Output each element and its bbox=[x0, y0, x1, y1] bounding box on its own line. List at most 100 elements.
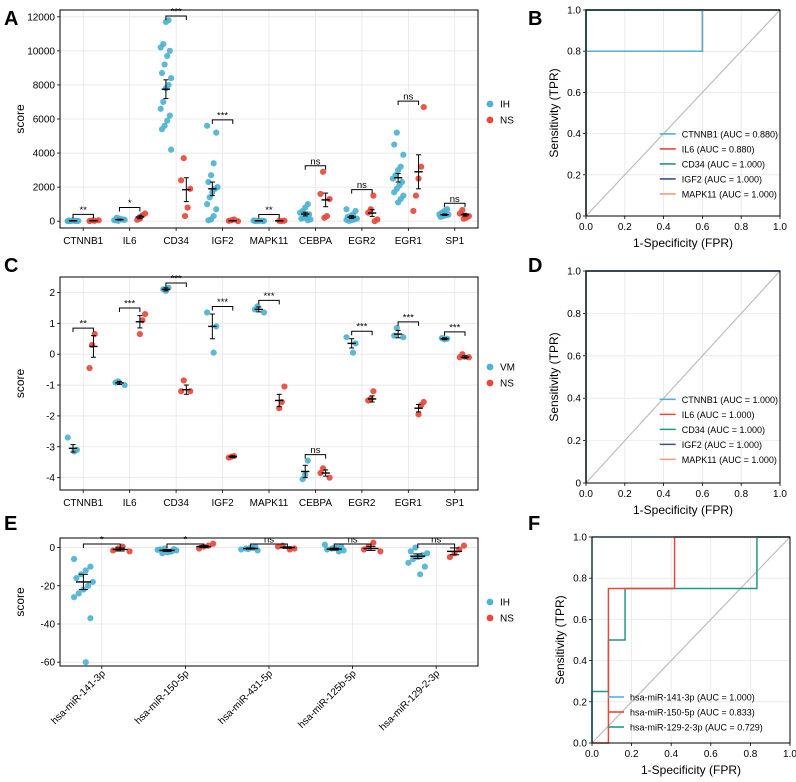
x-tick-label: CTNNB1 bbox=[63, 236, 103, 247]
data-point bbox=[160, 98, 167, 106]
plot-frame bbox=[585, 270, 781, 484]
y-tick-label: 0.2 bbox=[567, 436, 581, 447]
data-point bbox=[154, 546, 161, 553]
data-point bbox=[166, 112, 173, 119]
data-point bbox=[141, 310, 149, 318]
x-tick-label: 0.0 bbox=[579, 222, 593, 233]
data-point bbox=[126, 548, 133, 555]
legend-marker bbox=[486, 598, 494, 606]
y-tick-label: 0.2 bbox=[573, 697, 587, 708]
data-point bbox=[213, 206, 220, 213]
significance-bracket bbox=[165, 282, 187, 287]
data-point bbox=[360, 546, 368, 553]
y-tick-label: 0.8 bbox=[573, 574, 587, 585]
panel-letter-e: E bbox=[4, 513, 17, 535]
legend-marker bbox=[486, 100, 494, 108]
data-point bbox=[157, 44, 164, 51]
x-tick-label: CEBPA bbox=[299, 498, 332, 509]
x-tick-label: IL6 bbox=[123, 236, 137, 247]
data-point bbox=[207, 172, 215, 179]
data-point bbox=[110, 547, 117, 554]
data-point bbox=[95, 217, 102, 224]
x-tick-label: MAPK11 bbox=[250, 236, 289, 247]
significance-label: * bbox=[128, 198, 132, 209]
data-point bbox=[70, 555, 78, 563]
x-tick-label: EGR2 bbox=[348, 236, 376, 247]
data-point bbox=[319, 168, 327, 175]
legend-label: NS bbox=[500, 614, 514, 625]
legend-label: NS bbox=[500, 116, 514, 127]
data-point bbox=[213, 129, 220, 136]
y-tick-label: -20 bbox=[41, 581, 56, 592]
y-tick-label: 0 bbox=[49, 350, 55, 361]
y-tick-label: 0 bbox=[49, 543, 55, 554]
data-point bbox=[340, 547, 347, 554]
significance-label: *** bbox=[217, 297, 228, 308]
data-point bbox=[389, 175, 397, 182]
data-point bbox=[158, 126, 166, 133]
data-point bbox=[73, 575, 80, 582]
legend-marker bbox=[486, 379, 494, 387]
y-tick-label: 8000 bbox=[33, 80, 56, 91]
legend-marker bbox=[486, 614, 494, 622]
data-point bbox=[296, 209, 304, 216]
data-point bbox=[395, 166, 402, 174]
data-point bbox=[317, 190, 324, 198]
data-point bbox=[410, 207, 417, 215]
data-point bbox=[391, 189, 398, 196]
data-point bbox=[400, 334, 407, 341]
significance-label: *** bbox=[171, 7, 182, 18]
y-tick-label: 0.0 bbox=[573, 739, 587, 750]
y-tick-label: 6000 bbox=[33, 115, 56, 126]
plot-frame bbox=[591, 536, 791, 744]
significance-bracket bbox=[444, 202, 466, 208]
significance-bracket bbox=[118, 207, 141, 212]
panel-d-roc: 0.00 0.2 0.2 0.4 0.4 0.6 0.6 0.8 0.8 1.0 1.0 1-Spec… bbox=[547, 267, 787, 518]
significance-bracket bbox=[397, 321, 420, 326]
x-axis-label: 1-Specificity (FPR) bbox=[633, 236, 733, 250]
significance-bracket bbox=[211, 119, 234, 124]
significance-label: ns bbox=[450, 194, 460, 205]
panel-letter-a: A bbox=[4, 8, 18, 30]
y-axis-label: Sensitivity (TPR) bbox=[547, 68, 561, 157]
legend-label: IL6 (AUC = 0.880) bbox=[682, 144, 755, 154]
panel-letter-c: C bbox=[4, 255, 18, 277]
data-point bbox=[260, 309, 268, 316]
panel-c-scatter: -4 -3 -2 -1 0 1 2 CTNNB1 ** IL6 *** CD34 *** IGF2 *** M… bbox=[13, 274, 515, 510]
data-point bbox=[75, 590, 82, 597]
significance-label: * bbox=[184, 535, 188, 546]
significance-label: ** bbox=[80, 205, 88, 216]
x-tick-label: IL6 bbox=[123, 498, 137, 509]
data-point bbox=[371, 218, 378, 225]
data-point bbox=[370, 388, 377, 395]
x-tick-label: EGR1 bbox=[395, 498, 423, 509]
data-point bbox=[412, 192, 420, 199]
data-point bbox=[456, 210, 463, 217]
x-tick-label: 0.8 bbox=[734, 489, 748, 500]
plot-frame bbox=[59, 9, 479, 229]
y-axis-label: Sensitivity (TPR) bbox=[553, 595, 567, 684]
y-tick-label: 0 bbox=[49, 217, 55, 228]
y-tick-label: 1.0 bbox=[573, 533, 587, 544]
legend-label: CTNNB1 (AUC = 1.000) bbox=[682, 395, 778, 405]
y-tick-label: 0.6 bbox=[567, 351, 581, 362]
y-axis-label: score bbox=[13, 104, 27, 134]
significance-bracket bbox=[258, 299, 280, 305]
x-tick-label: IGF2 bbox=[211, 498, 234, 509]
x-tick-label: EGR2 bbox=[348, 498, 376, 509]
data-point bbox=[460, 542, 468, 549]
x-tick-label: 0.4 bbox=[657, 222, 671, 233]
x-tick-label: CTNNB1 bbox=[63, 498, 103, 509]
data-point bbox=[164, 117, 171, 124]
legend-label: CD34 (AUC = 1.000) bbox=[682, 425, 765, 435]
y-tick-label: -4 bbox=[46, 473, 55, 484]
data-point bbox=[343, 334, 350, 341]
significance-bracket bbox=[397, 100, 420, 106]
x-tick-label: 1.0 bbox=[773, 222, 787, 233]
x-tick-label: 0.0 bbox=[579, 489, 593, 500]
data-point bbox=[71, 448, 78, 455]
data-point bbox=[415, 411, 422, 418]
y-tick-label: 10000 bbox=[27, 46, 55, 57]
data-point bbox=[298, 215, 305, 222]
data-point bbox=[304, 217, 311, 224]
